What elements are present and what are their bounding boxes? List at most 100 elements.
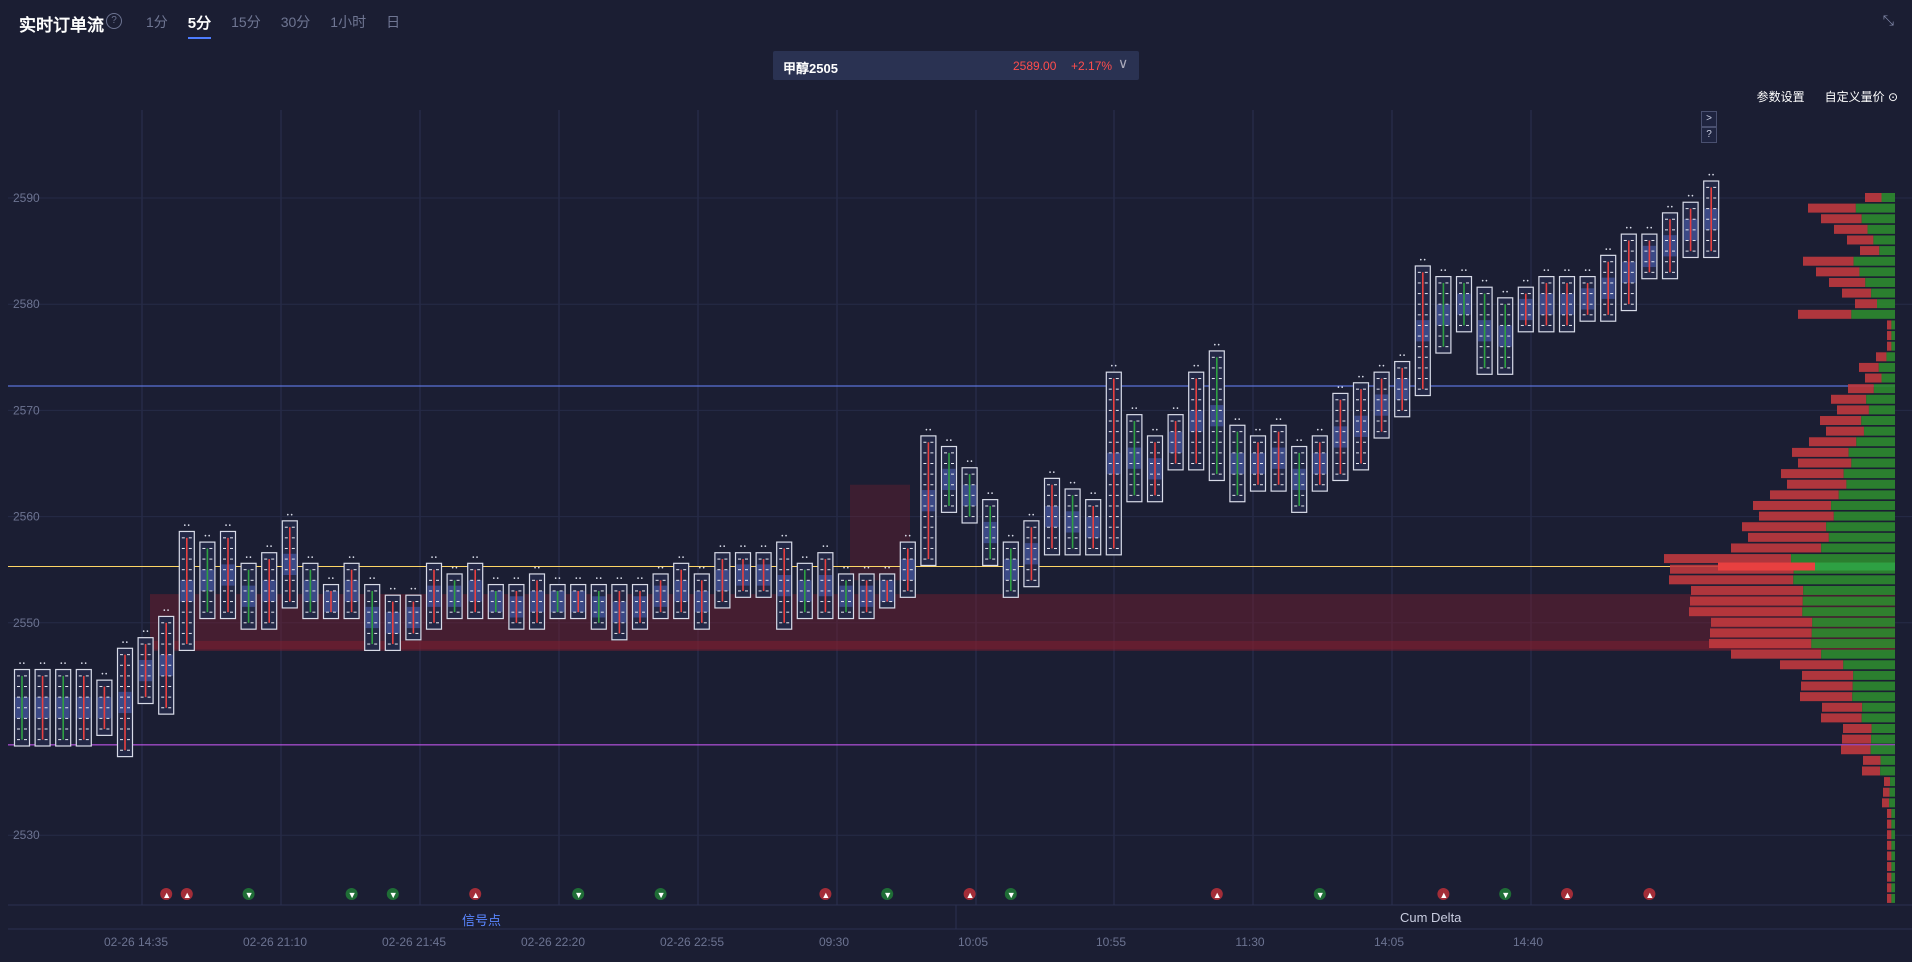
bar-top-label: • • [452, 566, 458, 572]
volume-profile-buy [1821, 543, 1895, 553]
chevron-down-icon: ∨ [1118, 55, 1129, 71]
volume-profile-sell [1821, 713, 1862, 723]
bar-top-label: • • [19, 662, 25, 668]
volume-profile-sell [1862, 766, 1881, 776]
volume-profile-buy [1886, 352, 1895, 362]
tab-15min[interactable]: 15分 [231, 14, 261, 30]
bar-top-label: • • [678, 555, 684, 561]
bar-top-label: • • [637, 577, 643, 583]
bar-top-label: • • [843, 566, 849, 572]
volume-profile-buy [1851, 458, 1895, 468]
bar-top-label: • • [822, 545, 828, 551]
volume-profile-buy [1868, 405, 1895, 415]
bar-top-label: • • [987, 492, 993, 498]
volume-profile-sell [1887, 840, 1892, 850]
volume-profile-buy [1843, 469, 1895, 479]
volume-profile-buy [1873, 384, 1895, 394]
bar-top-label: • • [1461, 269, 1467, 275]
volume-profile-buy [1851, 309, 1895, 319]
tab-1min[interactable]: 1分 [146, 14, 168, 30]
volume-profile-sell [1837, 405, 1869, 415]
bar-top-label: • • [1420, 258, 1426, 264]
signal-arrow: ▲ [471, 890, 480, 900]
bottom-panes: 信号点 Cum Delta [0, 903, 1912, 933]
volume-profile-sell [1690, 596, 1803, 606]
volume-profile-sell [1887, 883, 1892, 893]
expand-panel-button[interactable]: > [1701, 111, 1717, 127]
bar-top-label: • • [781, 534, 787, 540]
volume-profile-buy [1890, 777, 1895, 787]
signal-arrow: ▲ [1645, 890, 1654, 900]
volume-profile-buy [1891, 341, 1895, 351]
signal-marker [1210, 888, 1223, 900]
signal-marker [386, 888, 399, 900]
settings-button[interactable]: 参数设置 [1756, 90, 1805, 104]
signal-arrow: ▼ [574, 890, 583, 900]
volume-profile-buy [1871, 734, 1895, 744]
tab-30min[interactable]: 30分 [280, 14, 311, 30]
bar-top-label: • • [1708, 173, 1714, 179]
volume-profile-sell [1792, 447, 1849, 457]
bar-top-label: • • [1482, 279, 1488, 285]
volume-profile-sell [1800, 692, 1853, 702]
volume-profile-buy [1891, 851, 1895, 861]
volume-profile-buy [1831, 500, 1895, 510]
high-volume-zone [150, 640, 1895, 651]
signal-arrow: ▼ [348, 890, 357, 900]
signal-marker [963, 888, 976, 900]
bar-top-label: • • [658, 566, 664, 572]
symbol-change: +2.17% [1071, 59, 1113, 73]
volume-profile-sell [1865, 193, 1882, 202]
volume-profile-buy [1871, 288, 1895, 298]
bar-top-label: • • [1667, 205, 1673, 211]
symbol-price: 2589.00 [1013, 59, 1057, 73]
signal-marker [180, 888, 193, 900]
tab-1hour[interactable]: 1小时 [330, 14, 367, 30]
side-help-button[interactable]: ? [1701, 127, 1717, 143]
symbol-selector[interactable]: 甲醇2505 2589.00 +2.17% ∨ [773, 51, 1139, 80]
bar-top-label: • • [1523, 279, 1529, 285]
collapse-icon[interactable]: ⤡ [1882, 12, 1894, 28]
bar-top-label: • • [699, 566, 705, 572]
volume-profile-buy [1852, 692, 1895, 702]
volume-profile-buy [1880, 755, 1895, 765]
bar-top-label: • • [1379, 364, 1385, 370]
signal-arrow: ▲ [1213, 890, 1222, 900]
volume-profile-buy [1891, 819, 1895, 829]
volume-profile-buy [1878, 362, 1895, 372]
custom-volume-button[interactable]: 自定义量价 ⊙ [1825, 88, 1898, 105]
volume-profile-sell [1798, 309, 1852, 319]
volume-profile-sell [1842, 288, 1872, 298]
volume-profile-sell [1816, 267, 1860, 277]
signal-pane-label[interactable]: 信号点 [462, 913, 502, 928]
cum-delta-pane-label[interactable]: Cum Delta [1400, 910, 1462, 925]
top-bar: 实时订单流 ? 1分 5分 15分 30分 1小时 日 ⤡ [0, 0, 1912, 44]
volume-profile-sell [1753, 500, 1832, 510]
volume-profile-buy [1861, 416, 1895, 426]
bar-top-label: • • [967, 460, 973, 466]
signal-arrow: ▼ [1007, 890, 1016, 900]
tab-day[interactable]: 日 [386, 14, 401, 30]
help-circle-icon[interactable]: ? [106, 13, 122, 29]
volume-profile-buy [1852, 681, 1895, 691]
volume-profile-sell [1802, 670, 1854, 680]
signal-arrow: ▲ [821, 890, 830, 900]
signal-arrow: ▲ [1563, 890, 1572, 900]
volume-profile-buy [1862, 702, 1895, 712]
volume-profile-buy [1863, 426, 1895, 436]
volume-profile-sell [1841, 745, 1871, 755]
signal-arrow: ▲ [1439, 890, 1448, 900]
volume-profile-sell [1798, 458, 1852, 468]
bar-top-label: • • [1090, 492, 1096, 498]
bar-top-label: • • [884, 566, 890, 572]
volume-profile-buy [1853, 670, 1895, 680]
bar-top-label: • • [740, 545, 746, 551]
tab-5min[interactable]: 5分 [187, 12, 212, 39]
volume-profile-sell [1887, 872, 1892, 882]
bar-top-label: • • [246, 555, 252, 561]
bar-top-label: • • [864, 566, 870, 572]
volume-profile-sell [1826, 426, 1864, 436]
volume-profile-sell [1801, 681, 1853, 691]
bar-top-label: • • [925, 428, 931, 434]
